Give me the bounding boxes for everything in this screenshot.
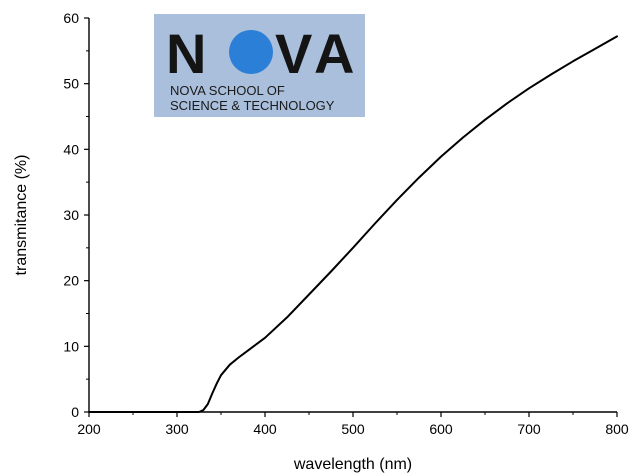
y-tick-label: 50 bbox=[63, 76, 79, 92]
logo-letter-a: A bbox=[314, 22, 354, 85]
x-tick-label: 400 bbox=[253, 421, 277, 437]
axes: 200 300 400 500 600 700 800 0 10 20 30 40 50 60 bbox=[63, 10, 628, 437]
y-tick-label: 10 bbox=[63, 338, 79, 354]
y-tick-label: 0 bbox=[71, 404, 79, 420]
x-tick-label: 600 bbox=[429, 421, 453, 437]
transmittance-curve bbox=[88, 35, 618, 413]
logo-letter-v: V bbox=[275, 22, 312, 85]
x-axis-title: wavelength (nm) bbox=[293, 456, 412, 473]
x-ticks: 200 300 400 500 600 700 800 bbox=[77, 412, 629, 437]
logo-line-2: SCIENCE & TECHNOLOGY bbox=[170, 98, 335, 113]
y-tick-label: 20 bbox=[63, 273, 79, 289]
logo-circle-o bbox=[229, 30, 273, 74]
x-tick-label: 200 bbox=[77, 421, 101, 437]
x-tick-label: 800 bbox=[605, 421, 629, 437]
y-tick-label: 60 bbox=[63, 10, 79, 26]
y-tick-label: 40 bbox=[63, 141, 79, 157]
y-axis-title: transmitance (%) bbox=[13, 155, 30, 276]
logo-letter-n: N bbox=[166, 22, 206, 85]
y-tick-label: 30 bbox=[63, 207, 79, 223]
x-tick-label: 500 bbox=[341, 421, 365, 437]
y-ticks: 0 10 20 30 40 50 60 bbox=[63, 10, 89, 420]
nova-logo: N V A NOVA SCHOOL OF SCIENCE & TECHNOLOG… bbox=[154, 14, 365, 117]
logo-line-1: NOVA SCHOOL OF bbox=[170, 83, 285, 98]
x-tick-label: 300 bbox=[165, 421, 189, 437]
x-tick-label: 700 bbox=[517, 421, 541, 437]
